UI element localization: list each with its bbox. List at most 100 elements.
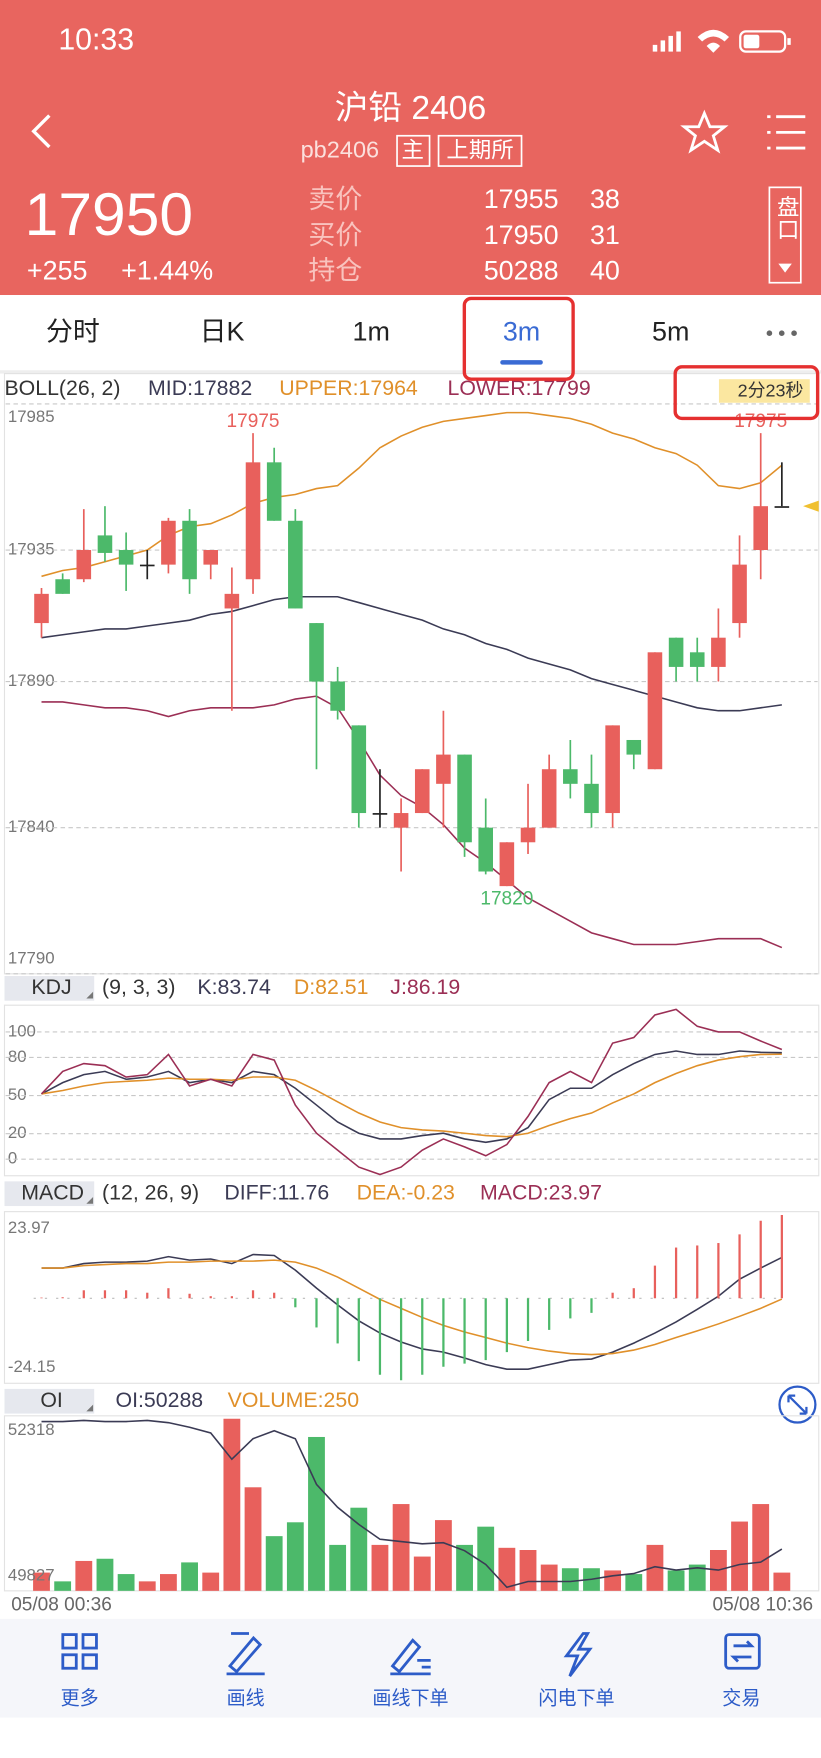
tab[interactable]: 1m (353, 316, 390, 346)
volume-bar (244, 1487, 262, 1591)
candle-body (436, 754, 451, 784)
candle-body (118, 550, 134, 565)
candle-body (414, 769, 430, 814)
indicator-tab[interactable] (4, 976, 95, 1001)
volume-bar (498, 1547, 516, 1591)
high-label: 17975 (227, 411, 280, 432)
quote-rows: 卖价 17955 38 买价 17950 31 持仓 50288 40 (308, 184, 619, 286)
volume-bar (519, 1550, 537, 1591)
status-icons (652, 29, 791, 53)
indicator-tab[interactable] (4, 1181, 95, 1207)
volume-bar (202, 1572, 220, 1591)
last-price: 17950 (25, 180, 193, 248)
volume-bar (308, 1436, 325, 1591)
nav-icons (61, 1632, 761, 1677)
depth-arrow (778, 263, 792, 273)
indicator-title: OI (40, 1388, 62, 1412)
depth-button[interactable] (768, 186, 802, 284)
candle-body (457, 754, 472, 843)
legend-item: UPPER:17964 (279, 376, 418, 400)
tab-indicator (500, 360, 543, 365)
volume-bar (350, 1507, 368, 1591)
candle-body (478, 827, 494, 872)
nav-item[interactable]: 画线下单 (372, 1688, 448, 1710)
candle-body (499, 842, 515, 887)
indicator-tab-arrow (86, 1404, 94, 1412)
x-tick-label: 05/08 00:36 (11, 1594, 112, 1615)
volume-bar (75, 1560, 93, 1591)
candle-body (689, 652, 705, 667)
y-tick-label: 17935 (8, 539, 55, 558)
y-tick-label: 50 (8, 1085, 27, 1104)
volume-bar (752, 1504, 770, 1591)
nav-item[interactable]: 更多 (61, 1688, 99, 1710)
legend-item: VOLUME:250 (228, 1388, 360, 1412)
volume-bar (413, 1556, 431, 1591)
legend-item: K:83.74 (197, 975, 271, 999)
legend-item: MACD:23.97 (480, 1180, 602, 1204)
volume-bar (540, 1564, 558, 1591)
candle-body (584, 783, 599, 814)
volume-bar (371, 1544, 389, 1591)
candle-body (647, 652, 663, 770)
menu-button[interactable] (767, 115, 806, 150)
volume-bar (181, 1562, 198, 1591)
volume-bar (96, 1558, 114, 1591)
y-tick-label: 80 (8, 1047, 27, 1066)
indicator-title: BOLL(26, 2) (4, 376, 120, 400)
back-button[interactable] (31, 114, 51, 149)
divider (0, 370, 821, 374)
volume-bar (456, 1544, 473, 1591)
candle-body (288, 520, 303, 609)
indicator-line (41, 1053, 782, 1138)
header-bg (0, 0, 821, 296)
expand-button[interactable] (778, 1385, 817, 1424)
tab[interactable]: 5m (652, 316, 689, 346)
candle-body (55, 579, 70, 594)
indicator-tab[interactable] (4, 1388, 95, 1414)
volume-bar (54, 1581, 72, 1591)
quote-price: 17955 (484, 184, 559, 214)
price-change-pct: +1.44% (121, 256, 213, 286)
nav-item[interactable]: 画线 (227, 1688, 265, 1710)
indicator-line (41, 1253, 783, 1370)
exchange: 上期所 (446, 137, 513, 162)
candle-body (245, 462, 261, 580)
tab[interactable]: 分时 (46, 316, 100, 346)
quote-qty: 40 (590, 256, 620, 286)
y-tick-label: 49827 (8, 1565, 55, 1584)
y-tick-label: 17790 (8, 949, 55, 968)
volume-bar (138, 1581, 156, 1591)
legend-item: DEA:-0.23 (357, 1180, 455, 1204)
candle-body (753, 506, 768, 551)
candle-body (161, 520, 176, 565)
indicator-tab-arrow (86, 1197, 94, 1204)
quote-price: 17950 (484, 220, 559, 250)
volume-bar (688, 1564, 706, 1591)
quote-qty: 38 (590, 184, 620, 214)
y-tick-label: 52318 (8, 1420, 55, 1439)
legend-item: D:82.51 (294, 975, 369, 999)
nav-item[interactable]: 闪电下单 (538, 1688, 614, 1710)
indicator-line (41, 1050, 782, 1144)
bottom-nav-bg (0, 1618, 821, 1718)
countdown: 2分23秒 (738, 380, 804, 400)
depth-label: 盘口 (774, 195, 799, 240)
more-tabs[interactable] (766, 330, 797, 337)
oi-panel (3, 1415, 820, 1592)
tab[interactable]: 日K (200, 316, 245, 346)
y-tick-label: 100 (8, 1021, 36, 1040)
volume-bar (160, 1574, 177, 1591)
x-tick-label: 05/08 10:36 (713, 1594, 814, 1615)
main-panel (3, 373, 820, 975)
nav-item[interactable]: 交易 (722, 1688, 760, 1710)
tab[interactable]: 3m (503, 316, 540, 346)
volume-bar (773, 1572, 791, 1591)
candle-body (711, 637, 726, 667)
quote-price: 50288 (484, 256, 559, 286)
favorite-button[interactable] (680, 109, 729, 154)
candle-body (605, 725, 620, 814)
candle-body (139, 564, 155, 567)
candle-body (266, 462, 282, 521)
